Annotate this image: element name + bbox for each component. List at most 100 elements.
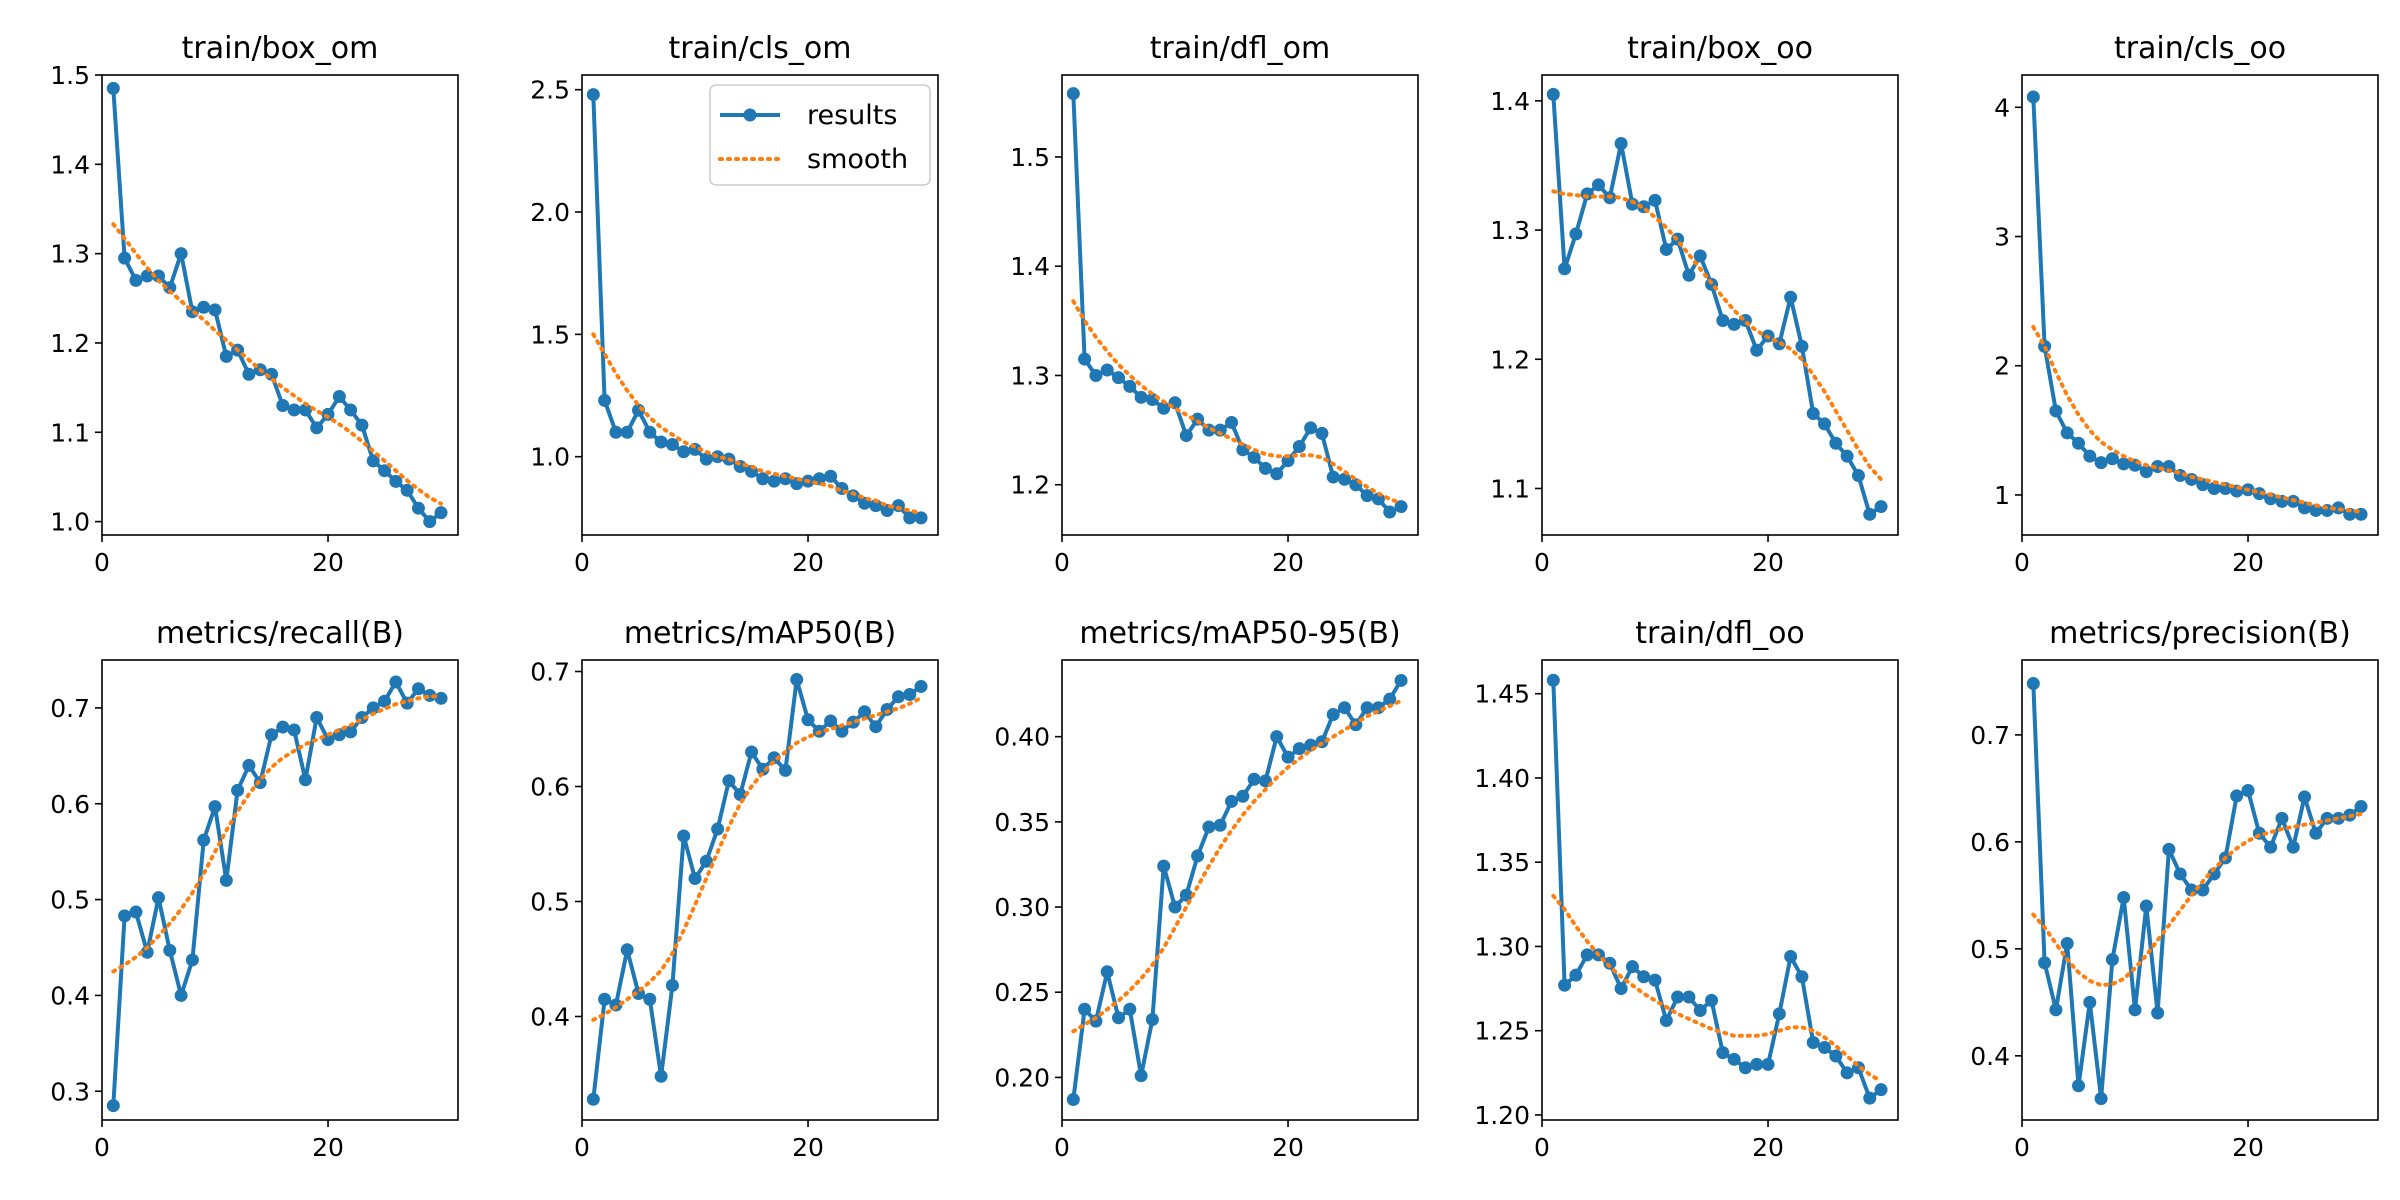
results-point xyxy=(389,675,403,689)
y-tick-label: 0.7 xyxy=(50,694,90,723)
subplot-title: train/dfl_om xyxy=(1150,31,1330,66)
results-point xyxy=(2230,789,2244,803)
x-tick-label: 0 xyxy=(1534,548,1550,577)
results-point xyxy=(2354,800,2368,814)
results-point xyxy=(1592,178,1606,192)
results-point xyxy=(1874,1083,1888,1097)
results-point xyxy=(1394,500,1408,514)
subplot-title: train/box_om xyxy=(182,31,379,66)
smooth-line xyxy=(1071,698,1403,1034)
y-tick-label: 0.5 xyxy=(50,886,90,915)
results-point xyxy=(219,349,233,363)
results-point xyxy=(767,474,781,488)
results-point xyxy=(699,854,713,868)
results-point xyxy=(711,822,725,836)
results-point xyxy=(129,905,143,919)
results-point xyxy=(643,992,657,1006)
results-point xyxy=(1682,990,1696,1004)
axes-frame xyxy=(2021,74,2379,536)
y-tick-label: 1.2 xyxy=(1490,345,1530,374)
y-tick-label: 0.5 xyxy=(1970,935,2010,964)
results-point xyxy=(1772,1007,1786,1021)
results-point xyxy=(1818,417,1832,431)
y-tick-label: 1.3 xyxy=(50,240,90,269)
results-point xyxy=(1247,450,1261,464)
smooth-line xyxy=(2031,812,2363,988)
results-point xyxy=(1659,1014,1673,1028)
y-tick-label: 2.5 xyxy=(530,76,570,105)
y-tick-label: 1.5 xyxy=(1010,143,1050,172)
y-tick-label: 0.25 xyxy=(994,978,1050,1007)
subplot-title: train/dfl_oo xyxy=(1635,616,1805,651)
results-point xyxy=(778,763,792,777)
results-point xyxy=(1247,772,1261,786)
results-point xyxy=(1236,789,1250,803)
subplot-title: train/box_oo xyxy=(1627,31,1813,66)
results-point xyxy=(2298,790,2312,804)
results-point xyxy=(1179,429,1193,443)
y-tick-label: 0.7 xyxy=(1970,721,2010,750)
results-point xyxy=(756,762,770,776)
results-point xyxy=(1716,314,1730,328)
x-tick-label: 20 xyxy=(2232,548,2264,577)
subplot-3: train/dfl_om 1.2 1.3 1.4 1.5 0 20 xyxy=(1010,31,1419,577)
x-tick-label: 20 xyxy=(792,548,824,577)
results-point xyxy=(276,398,290,412)
results-line xyxy=(1551,94,1883,517)
results-point xyxy=(321,407,335,421)
subplot-7: metrics/mAP50(B) 0.4 0.5 0.6 0.7 0 20 xyxy=(530,616,939,1162)
results-point xyxy=(287,403,301,417)
subplot-title: train/cls_oo xyxy=(2114,31,2286,66)
results-point xyxy=(1659,242,1673,256)
results-point xyxy=(1123,1002,1137,1016)
legend-smooth-label: smooth xyxy=(807,144,908,175)
results-point xyxy=(1089,368,1103,382)
results-point xyxy=(174,247,188,261)
results-point xyxy=(1112,371,1126,385)
results-point xyxy=(344,725,358,739)
results-point xyxy=(185,953,199,967)
results-point xyxy=(891,499,905,513)
results-point xyxy=(106,1099,120,1113)
results-point xyxy=(620,943,634,957)
results-point xyxy=(152,269,166,283)
results-point xyxy=(2072,1079,2086,1093)
results-point xyxy=(1671,990,1685,1004)
subplot-8: metrics/mAP50-95(B) 0.20 0.25 0.30 0.35 0.40 0… xyxy=(994,616,1419,1162)
results-point xyxy=(2173,867,2187,881)
results-point xyxy=(1863,1091,1877,1105)
results-point xyxy=(2026,90,2040,104)
smooth-line xyxy=(111,694,443,974)
legend: results smooth xyxy=(709,84,931,186)
results-point xyxy=(434,506,448,520)
y-tick-label: 0.6 xyxy=(530,773,570,802)
results-point xyxy=(1682,268,1696,282)
results-point xyxy=(665,978,679,992)
results-point xyxy=(2264,492,2278,506)
x-tick-label: 20 xyxy=(1752,1133,1784,1162)
y-tick-label: 0.20 xyxy=(994,1063,1050,1092)
results-point xyxy=(903,688,917,701)
results-point xyxy=(208,303,222,317)
y-tick-label: 1.0 xyxy=(530,443,570,472)
results-point xyxy=(1338,472,1352,486)
results-point xyxy=(378,694,392,708)
results-point xyxy=(824,714,838,728)
results-point xyxy=(767,751,781,765)
subplot-5: train/cls_oo 1 2 3 4 0 20 xyxy=(1994,31,2379,577)
results-point xyxy=(411,501,425,515)
results-point xyxy=(1213,818,1227,832)
y-tick-label: 0.6 xyxy=(1970,828,2010,857)
y-tick-label: 1.4 xyxy=(50,150,90,179)
y-tick-label: 0.5 xyxy=(530,888,570,917)
subplot-title: metrics/precision(B) xyxy=(2049,616,2351,651)
axes-frame xyxy=(101,74,459,536)
results-point xyxy=(2060,426,2074,440)
results-point xyxy=(1360,489,1374,503)
results-point xyxy=(197,300,211,314)
legend-box xyxy=(709,84,931,186)
smooth-line xyxy=(591,695,923,1022)
results-point xyxy=(208,800,222,814)
results-line xyxy=(111,88,443,524)
results-point xyxy=(1100,363,1114,377)
